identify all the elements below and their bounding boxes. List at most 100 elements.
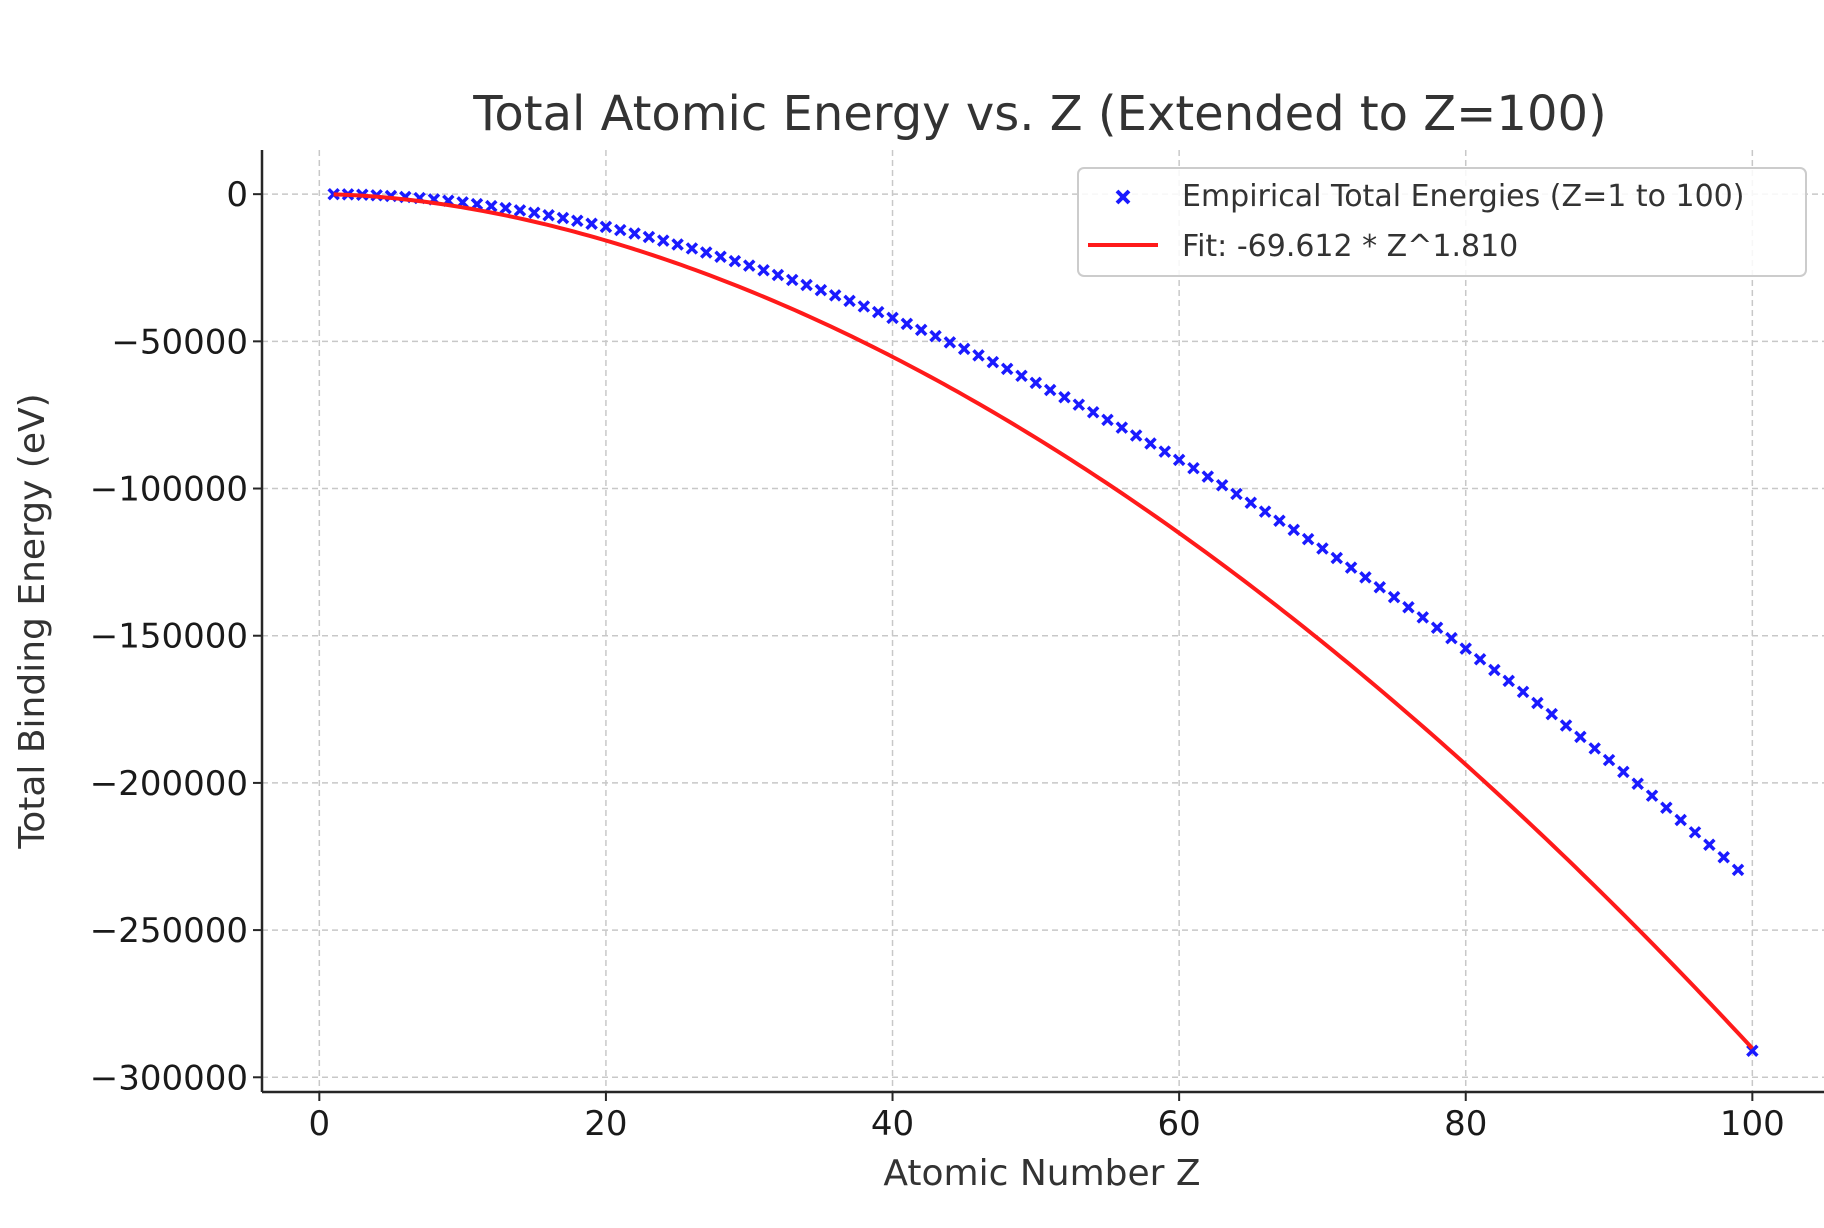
data-point — [585, 217, 598, 230]
data-point — [1516, 685, 1530, 699]
data-point — [1531, 696, 1544, 710]
data-point — [914, 323, 928, 337]
y-tick-label: −250000 — [90, 911, 248, 951]
y-tick-label: 0 — [226, 175, 248, 215]
x-tick-label: 80 — [1444, 1104, 1487, 1144]
data-point — [1144, 437, 1157, 450]
legend: Empirical Total Energies (Z=1 to 100) Fi… — [1077, 167, 1807, 277]
x-tick-label: 0 — [309, 1104, 331, 1144]
data-point — [728, 254, 742, 268]
x-tick-label: 60 — [1158, 1104, 1201, 1144]
data-point — [1430, 621, 1444, 634]
data-point — [714, 250, 727, 263]
data-point — [1330, 551, 1344, 565]
data-point — [1617, 765, 1630, 779]
data-point — [1645, 789, 1659, 802]
legend-box — [1077, 167, 1807, 277]
data-point — [1703, 838, 1716, 851]
data-point — [499, 201, 512, 215]
data-point — [1574, 730, 1587, 744]
x-tick-label: 20 — [584, 1104, 627, 1144]
data-point — [528, 206, 541, 219]
y-axis-label: Total Binding Energy (eV) — [12, 393, 53, 849]
y-tick-label: −100000 — [90, 470, 248, 510]
data-point — [485, 199, 498, 213]
data-point — [1015, 369, 1028, 383]
data-point — [1301, 532, 1315, 546]
data-point — [757, 264, 770, 277]
grid — [262, 150, 1824, 1092]
legend-label-fit: Fit: -69.612 * Z^1.810 — [1182, 229, 1518, 264]
data-point — [1115, 421, 1129, 434]
data-point — [1373, 580, 1386, 594]
data-point — [1387, 590, 1401, 604]
data-point — [1674, 813, 1687, 827]
data-point — [1602, 753, 1616, 767]
legend-label-empirical: Empirical Total Energies (Z=1 to 100) — [1182, 179, 1744, 214]
data-point — [642, 230, 656, 244]
data-point — [1359, 571, 1372, 584]
data-point — [1717, 851, 1730, 864]
data-point — [1459, 642, 1472, 655]
data-point — [1201, 470, 1215, 483]
data-point — [1172, 453, 1186, 467]
data-point — [1072, 398, 1086, 411]
data-point — [1273, 514, 1286, 527]
data-point — [1043, 383, 1057, 397]
data-point — [871, 305, 885, 319]
data-point — [700, 246, 713, 259]
data-point — [1588, 742, 1601, 755]
x-tick-label: 100 — [1720, 1104, 1785, 1144]
data-point — [929, 329, 942, 343]
data-point — [1287, 523, 1301, 537]
axes-spines — [260, 150, 1824, 1094]
data-point — [800, 278, 813, 292]
plot-area — [327, 187, 1759, 1058]
data-point — [1344, 561, 1358, 574]
data-point — [1187, 461, 1200, 475]
data-point — [857, 300, 871, 313]
chart-title: Total Atomic Energy vs. Z (Extended to Z… — [472, 86, 1607, 142]
data-point — [1158, 445, 1172, 458]
data-point — [657, 234, 670, 247]
y-tick-label: −300000 — [90, 1058, 248, 1098]
data-point — [1086, 405, 1100, 419]
data-point — [785, 273, 799, 287]
data-point — [614, 223, 627, 237]
data-point — [599, 220, 613, 234]
data-point — [957, 342, 971, 356]
data-point — [1230, 487, 1243, 501]
legend-scatter-marker — [1115, 189, 1131, 205]
data-point — [771, 268, 785, 282]
data-point — [1488, 663, 1501, 677]
axis-ticks: 0 20 40 60 80 100 0 −50000 −100000 −150000 −200000… — [90, 175, 1785, 1144]
data-point — [1545, 707, 1558, 721]
data-point — [513, 204, 527, 217]
data-point — [943, 336, 957, 349]
data-point — [1129, 429, 1143, 442]
y-tick-label: −50000 — [111, 322, 248, 362]
data-point — [742, 259, 756, 272]
data-point — [1473, 653, 1487, 666]
data-point — [1058, 391, 1071, 404]
data-point — [886, 311, 899, 325]
data-point — [843, 294, 856, 308]
data-point — [327, 187, 340, 201]
data-point — [556, 211, 570, 225]
y-tick-label: −200000 — [90, 764, 248, 804]
data-point — [828, 289, 842, 302]
data-point — [685, 242, 699, 255]
data-point — [900, 317, 914, 331]
x-tick-label: 40 — [871, 1104, 914, 1144]
data-point — [972, 349, 985, 362]
data-point — [986, 355, 1000, 369]
data-point — [1000, 362, 1014, 376]
data-point — [542, 209, 555, 222]
data-point — [1631, 777, 1644, 790]
data-point — [1215, 478, 1229, 492]
data-point — [1101, 413, 1114, 427]
data-point — [814, 283, 828, 297]
data-point — [1502, 674, 1515, 688]
data-point — [1258, 505, 1272, 518]
